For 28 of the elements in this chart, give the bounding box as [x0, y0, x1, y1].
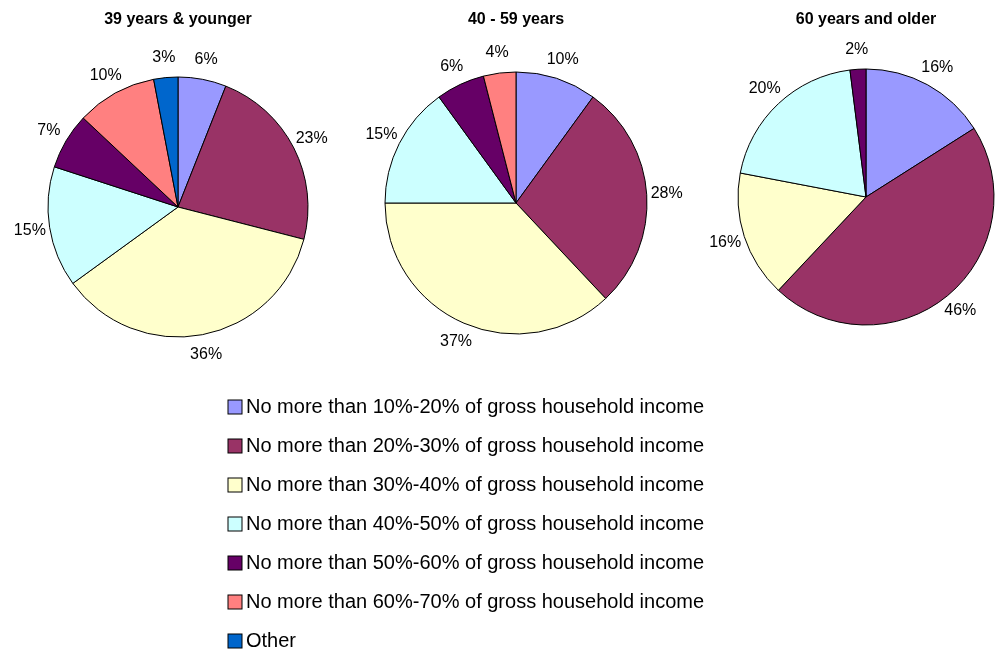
legend-label: No more than 60%-70% of gross household income — [246, 590, 705, 613]
data-label: 4% — [485, 43, 509, 61]
chart-title: 40 - 59 years — [467, 10, 565, 27]
legend-label: No more than 10%-20% of gross household income — [246, 395, 705, 418]
data-label: 15% — [13, 220, 46, 238]
data-label: 46% — [944, 301, 977, 319]
data-label: 37% — [440, 331, 473, 349]
chart-title: 39 years & younger — [104, 10, 252, 27]
data-label: 23% — [295, 129, 328, 147]
legend-label: Other — [246, 629, 297, 652]
data-label: 10% — [89, 65, 122, 83]
data-label: 3% — [152, 47, 176, 65]
data-label: 16% — [921, 57, 954, 75]
legend-label: No more than 30%-40% of gross household income — [246, 473, 705, 496]
data-label: 6% — [194, 49, 218, 67]
legend-label: No more than 50%-60% of gross household income — [246, 551, 705, 574]
data-label: 20% — [748, 79, 781, 97]
legend-label: No more than 20%-30% of gross household income — [246, 434, 705, 457]
data-label: 16% — [709, 232, 742, 250]
data-label: 15% — [365, 124, 398, 142]
data-label: 36% — [190, 344, 223, 362]
data-label: 6% — [440, 56, 464, 74]
data-label: 7% — [37, 120, 61, 138]
data-label: 28% — [650, 183, 683, 201]
data-label: 10% — [546, 49, 579, 67]
data-label: 2% — [845, 39, 869, 57]
chart-title: 60 years and older — [795, 10, 937, 27]
legend-label: No more than 40%-50% of gross household income — [246, 512, 705, 535]
